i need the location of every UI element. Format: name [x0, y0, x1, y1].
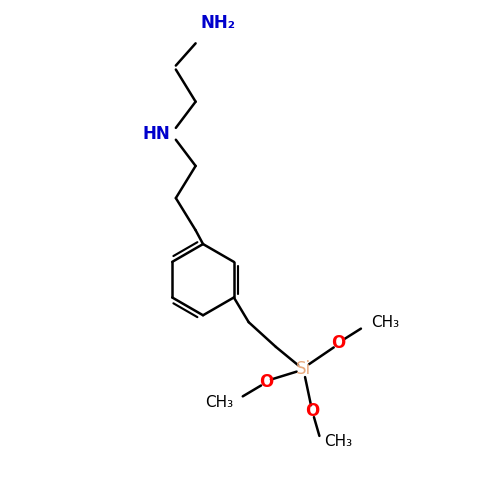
Text: O: O: [305, 402, 319, 420]
Text: O: O: [332, 334, 346, 352]
Text: NH₂: NH₂: [200, 14, 235, 32]
Text: CH₃: CH₃: [204, 396, 233, 410]
Text: HN: HN: [142, 125, 170, 143]
Text: Si: Si: [296, 360, 310, 378]
Text: CH₃: CH₃: [371, 314, 399, 330]
Text: CH₃: CH₃: [324, 434, 352, 450]
Text: O: O: [259, 372, 273, 390]
